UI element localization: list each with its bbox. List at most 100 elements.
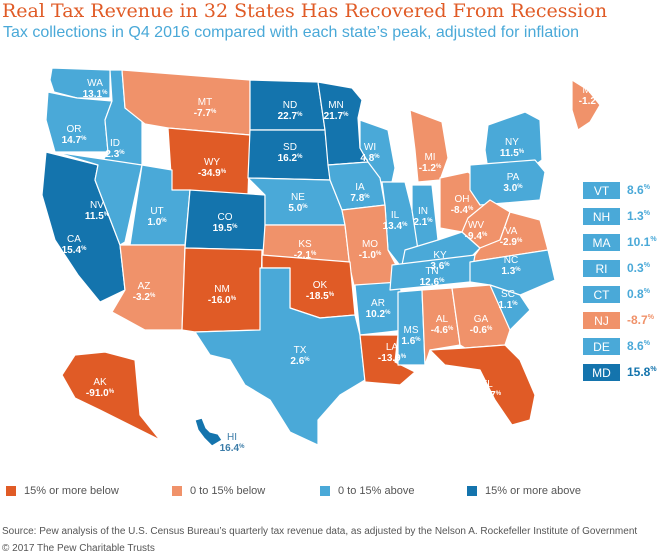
- state-label-nm: NM: [214, 284, 230, 295]
- state-value-pa: 3.0%: [503, 183, 523, 194]
- state-value-ne: 5.0%: [288, 203, 308, 214]
- state-pa: [469, 159, 546, 206]
- state-label-wi: WI: [364, 142, 376, 153]
- state-fl: [429, 344, 536, 426]
- legend-item-light-blue: 0 to 15% above: [320, 483, 414, 499]
- small-state-value-ct: 0.8%: [627, 287, 650, 301]
- state-label-ny: NY: [505, 137, 519, 148]
- state-label-co: CO: [218, 212, 233, 223]
- state-value-ia: 7.8%: [350, 193, 370, 204]
- state-value-me: -1.2%: [579, 96, 602, 107]
- state-value-or: 14.7%: [62, 135, 87, 146]
- state-value-co: 19.5%: [213, 223, 238, 234]
- state-label-sd: SD: [283, 142, 297, 153]
- legend: 15% or more below 0 to 15% below 0 to 15…: [2, 483, 658, 501]
- state-label-ar: AR: [371, 298, 385, 309]
- state-value-ga: -0.6%: [470, 325, 493, 336]
- state-label-ky: KY: [433, 250, 447, 261]
- legend-label: 15% or more below: [24, 485, 119, 497]
- legend-item-dark-blue: 15% or more above: [467, 483, 581, 499]
- state-value-wv: -9.4%: [465, 231, 488, 242]
- small-state-ct: CT: [583, 286, 620, 303]
- page-title: Real Tax Revenue in 32 States Has Recove…: [2, 0, 608, 22]
- state-label-ok: OK: [313, 280, 328, 291]
- state-label-id: ID: [110, 138, 120, 149]
- state-value-oh: -8.4%: [451, 205, 474, 216]
- legend-label: 0 to 15% above: [338, 485, 415, 497]
- legend-swatch-light-orange: [172, 486, 182, 496]
- state-label-nv: NV: [90, 200, 104, 211]
- state-label-ms: MS: [404, 325, 419, 336]
- legend-item-dark-orange: 15% or more below: [6, 483, 119, 499]
- small-state-value-nj: -8.7%: [627, 313, 654, 327]
- small-state-nj: NJ: [583, 312, 620, 329]
- small-state-md: MD: [583, 364, 620, 381]
- state-ak: [61, 351, 161, 441]
- state-value-ar: 10.2%: [366, 309, 391, 320]
- state-value-va: -2.9%: [500, 237, 523, 248]
- state-label-in: IN: [418, 206, 428, 217]
- state-value-tn: 12.6%: [420, 277, 445, 288]
- state-label-ak: AK: [93, 377, 107, 388]
- small-state-value-vt: 8.6%: [627, 183, 650, 197]
- state-label-mn: MN: [328, 100, 344, 111]
- legend-swatch-dark-orange: [6, 486, 16, 496]
- state-value-il: 13.4%: [383, 221, 408, 232]
- state-label-il: IL: [391, 210, 400, 221]
- state-value-fl: -16.7%: [473, 390, 502, 401]
- legend-swatch-light-blue: [320, 486, 330, 496]
- state-label-ca: CA: [67, 234, 81, 245]
- state-az: [111, 244, 186, 331]
- small-state-vt: VT: [583, 182, 620, 199]
- small-state-nh: NH: [583, 208, 620, 225]
- state-label-hi: HI: [227, 432, 237, 443]
- legend-label: 15% or more above: [485, 485, 581, 497]
- state-value-nd: 22.7%: [278, 111, 303, 122]
- state-value-mn: 21.7%: [324, 111, 349, 122]
- state-value-la: -13.9%: [378, 353, 407, 364]
- state-value-ak: -91.0%: [86, 388, 115, 399]
- state-label-oh: OH: [455, 194, 470, 205]
- state-value-mo: -1.0%: [359, 250, 382, 261]
- state-label-az: AZ: [138, 281, 151, 292]
- state-label-wv: WV: [468, 220, 484, 231]
- state-value-ny: 11.5%: [500, 148, 525, 159]
- state-hi: [194, 417, 223, 447]
- small-state-value-ma: 10.1%: [627, 235, 657, 249]
- state-value-nv: 11.5%: [85, 211, 110, 222]
- state-value-wy: -34.9%: [198, 168, 227, 179]
- state-label-ga: GA: [474, 314, 489, 325]
- state-label-al: AL: [436, 314, 449, 325]
- small-state-value-md: 15.8%: [627, 365, 657, 379]
- state-value-sd: 16.2%: [278, 153, 303, 164]
- small-state-ma: MA: [583, 234, 620, 251]
- state-me: [571, 79, 601, 131]
- state-label-tx: TX: [294, 345, 307, 356]
- state-value-tx: 2.6%: [290, 356, 310, 367]
- state-label-pa: PA: [507, 172, 520, 183]
- state-value-nm: -16.0%: [208, 295, 237, 306]
- state-value-ok: -18.5%: [306, 291, 335, 302]
- state-label-tn: TN: [425, 266, 438, 277]
- copyright-note: © 2017 The Pew Charitable Trusts: [2, 543, 155, 554]
- state-value-wa: 13.1%: [83, 89, 108, 100]
- state-value-ky: 3.6%: [430, 261, 450, 272]
- state-value-ks: -2.1%: [294, 250, 317, 261]
- state-label-sc: SC: [501, 289, 515, 300]
- state-label-me: ME: [583, 85, 598, 96]
- state-value-ca: 15.4%: [62, 245, 87, 256]
- state-value-hi: 16.4%: [220, 443, 245, 454]
- state-label-va: VA: [505, 226, 518, 237]
- state-value-mt: -7.7%: [194, 108, 217, 119]
- state-label-nc: NC: [504, 255, 518, 266]
- state-al: [421, 287, 461, 366]
- legend-label: 0 to 15% below: [190, 485, 266, 497]
- state-value-ut: 1.0%: [147, 217, 167, 228]
- state-label-ne: NE: [291, 192, 305, 203]
- state-value-nc: 1.3%: [501, 266, 521, 277]
- state-value-wi: 4.8%: [360, 153, 380, 164]
- state-value-ms: 1.6%: [401, 336, 421, 347]
- state-label-mo: MO: [362, 239, 378, 250]
